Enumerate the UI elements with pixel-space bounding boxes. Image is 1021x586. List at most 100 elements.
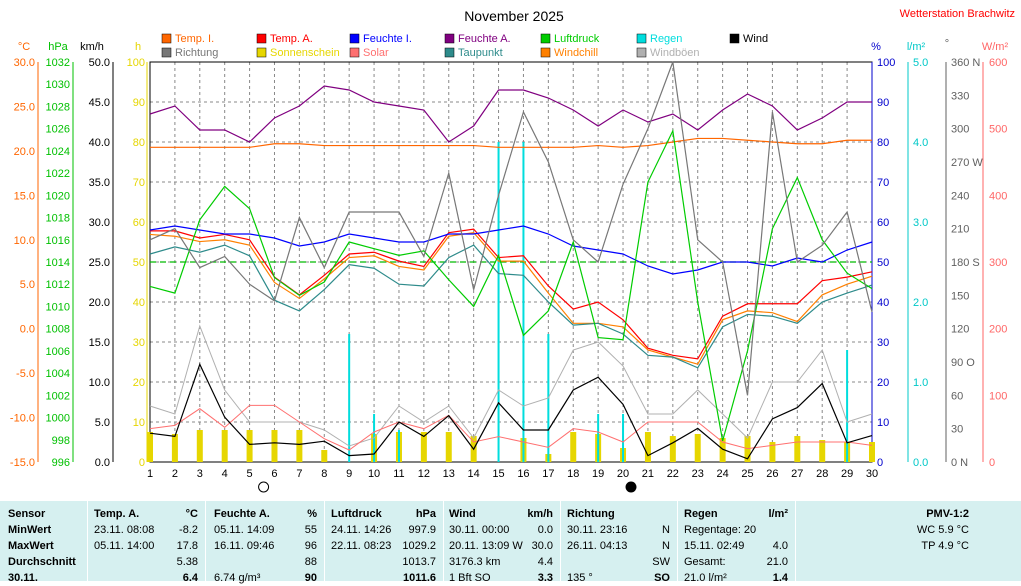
axis-tick-rain: 3.0 (913, 217, 928, 229)
axis-tick-rain: 2.0 (913, 297, 928, 309)
stats-temp-title: Temp. A. (94, 508, 140, 520)
weather-chart: November 2025 Wetterstation Brachwitz Te… (10, 8, 1015, 493)
legend-swatch (349, 33, 360, 44)
stats-wind-max-time: 20.11. 13:09 W (449, 540, 523, 552)
x-tick-label: 2 (172, 468, 178, 480)
sunshine-bar (171, 434, 178, 462)
stats-label-column: Sensor MinWert MaxWert Durchschnitt 30.1… (0, 501, 86, 584)
full-moon-icon (258, 481, 270, 493)
legend-swatch (256, 47, 267, 58)
axis-tick-sun: 60 (133, 217, 145, 229)
series-line-wind (149, 362, 873, 460)
axis-tick-direction: 330 (951, 90, 969, 102)
chart-axes: 30.0 25.0 20.0 15.0 10.0 5.0 0.0 -5.0 -10.0 -15.0… (10, 57, 1007, 469)
legend-swatch (729, 33, 740, 44)
axis-tick-direction: 120 (951, 324, 969, 336)
stats-label-avg: Durchschnitt (8, 556, 76, 568)
sunshine-bar (420, 432, 427, 462)
axis-tick-pressure: 1016 (46, 235, 70, 247)
stats-rain-days: Regentage: 20 (684, 524, 757, 536)
stats-temp-column: Temp. A. °C 23.11. 08:08 -8.2 05.11. 14:00… (88, 501, 204, 584)
series-line-feuchte-a- (149, 85, 872, 143)
axis-tick-direction: 240 (951, 190, 969, 202)
legend-swatch (161, 47, 172, 58)
stats-wind-min-value: 0.0 (537, 524, 553, 536)
axis-tick-direction: 60 (951, 390, 963, 402)
stats-label-max: MaxWert (8, 540, 54, 552)
legend-label: Temp. I. (175, 33, 214, 45)
stats-pressure-title: Luftdruck (331, 508, 382, 520)
sunshine-bar (147, 432, 153, 462)
stats-wind-today-value: 3.3 (537, 572, 553, 584)
x-tick-label: 14 (468, 468, 480, 480)
series-line-luftdruck (149, 128, 873, 442)
x-tick-label: 11 (393, 468, 404, 480)
axis-unit-temp: °C (18, 41, 30, 53)
stats-rain-today-value: 1.4 (772, 572, 788, 584)
stats-pmv-windchill: WC 5.9 °C (916, 524, 969, 536)
axis-tick-sun: 30 (133, 337, 145, 349)
stats-rain-title: Regen (684, 508, 718, 520)
axis-tick-pressure: 1018 (46, 213, 70, 225)
stats-humidity-today-value: 90 (304, 572, 317, 584)
rain-bar (397, 430, 400, 462)
legend-label: Windböen (650, 47, 700, 59)
axis-tick-direction: 360 N (951, 57, 980, 69)
legend-swatch (636, 33, 647, 44)
stats-temp-max-time: 05.11. 14:00 (94, 540, 155, 552)
axis-tick-wind: 45.0 (89, 97, 110, 109)
axis-tick-rain: 0.0 (913, 457, 928, 469)
sunshine-bar (221, 430, 228, 462)
stats-wind-max-value: 30.0 (531, 540, 553, 552)
stats-rain-total-label: Gesamt: (684, 556, 726, 568)
stats-direction-today-note: 135 ° (567, 572, 593, 584)
legend-swatch (540, 47, 551, 58)
sunshine-bar (669, 436, 676, 462)
axis-tick-wind: 5.0 (95, 417, 110, 429)
series-line-windchill (149, 232, 873, 365)
legend-label: Temp. A. (270, 33, 313, 45)
axis-unit-solar: W/m² (982, 41, 1009, 53)
stats-humidity-unit: % (307, 508, 317, 520)
axis-tick-solar: 100 (989, 390, 1007, 402)
axis-tick-pressure: 1028 (46, 101, 70, 113)
x-tick-label: 9 (346, 468, 352, 480)
legend-label: Sonnenschein (270, 47, 340, 59)
axis-tick-wind: 35.0 (89, 177, 110, 189)
x-tick-label: 13 (443, 468, 455, 480)
stats-temp-min-value: -8.2 (179, 524, 198, 536)
axis-tick-sun: 70 (133, 177, 145, 189)
stats-direction-column: Richtung 30.11. 23:16 N 26.11. 04:13 N SW … (561, 501, 676, 584)
axis-tick-solar: 300 (989, 257, 1007, 269)
axis-tick-direction: 270 W (951, 157, 983, 169)
sunshine-bar (819, 440, 826, 462)
stats-pressure-avg-value: 1013.7 (402, 556, 436, 568)
sunshine-bar (869, 442, 875, 462)
axis-tick-pressure: 1000 (46, 413, 70, 425)
axis-tick-pressure: 1008 (46, 324, 70, 336)
series-line-solar (149, 404, 873, 451)
x-tick-label: 19 (592, 468, 604, 480)
x-tick-label: 22 (667, 468, 679, 480)
axis-tick-direction: 150 (951, 290, 969, 302)
axis-tick-humidity: 40 (877, 297, 889, 309)
axis-tick-pressure: 1020 (46, 190, 70, 202)
axis-tick-humidity: 90 (877, 97, 889, 109)
axis-tick-rain: 1.0 (913, 377, 928, 389)
axis-unit-humidity: % (871, 41, 881, 53)
x-tick-label: 16 (517, 468, 529, 480)
axis-tick-sun: 20 (133, 377, 145, 389)
stats-temp-max-value: 17.8 (176, 540, 198, 552)
stats-humidity-max-value: 96 (304, 540, 317, 552)
legend-label: Solar (363, 47, 389, 59)
axis-tick-direction: 30 (951, 424, 963, 436)
axis-tick-wind: 30.0 (89, 217, 110, 229)
axis-tick-sun: 50 (133, 257, 145, 269)
x-tick-label: 28 (816, 468, 828, 480)
legend-label: Taupunkt (458, 47, 503, 59)
axis-tick-pressure: 1024 (46, 146, 70, 158)
axis-unit-wind: km/h (80, 41, 104, 53)
sunshine-bar (644, 432, 651, 462)
axis-tick-sun: 100 (127, 57, 145, 69)
series-line-feuchte-i- (149, 225, 873, 275)
